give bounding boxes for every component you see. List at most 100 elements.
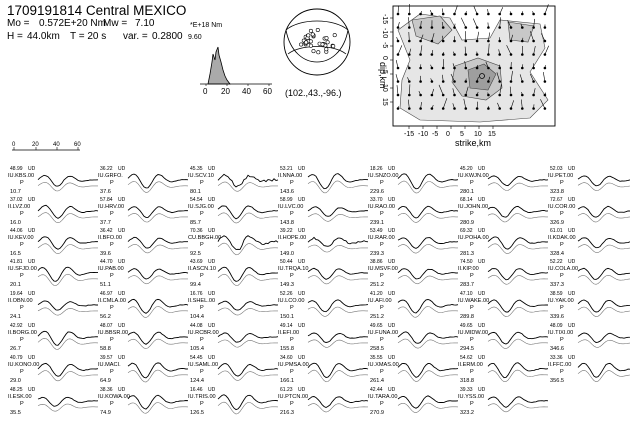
observed-trace — [397, 363, 459, 378]
observed-trace — [127, 362, 189, 379]
amplitude-label: 50.44 — [280, 259, 293, 265]
observed-trace — [127, 236, 188, 249]
synthetic-trace — [397, 338, 458, 349]
mo-value: 0.572E+20 Nm — [39, 18, 106, 29]
synthetic-trace — [127, 244, 188, 254]
observed-trace — [127, 394, 189, 410]
subfault-point — [464, 80, 468, 83]
station-name: IU.KWJN.00 — [458, 173, 489, 179]
azimuth-label: 104.4 — [190, 314, 204, 320]
phase-label: P — [110, 369, 114, 375]
phase-label: P — [290, 273, 294, 279]
component-label: UD — [208, 291, 216, 297]
phase-label: P — [20, 401, 24, 407]
phase-label: P — [470, 337, 474, 343]
phase-label: P — [380, 211, 384, 217]
amplitude-label: 37.02 — [10, 197, 23, 203]
phase-label: P — [110, 337, 114, 343]
synthetic-trace — [37, 243, 98, 255]
amplitude-label: 54.54 — [190, 197, 203, 203]
observed-trace — [307, 362, 369, 378]
synthetic-trace — [577, 244, 630, 253]
subfault-point — [419, 66, 422, 70]
synthetic-trace — [37, 307, 98, 316]
observed-trace — [307, 206, 369, 217]
subfault-point — [419, 12, 422, 16]
slip-ylabel: dip,km — [378, 62, 388, 89]
station-name: CU.BBGH.00 — [188, 235, 221, 241]
subfault-point — [498, 66, 502, 70]
azimuth-label: 149.0 — [280, 251, 294, 257]
synthetic-trace — [217, 181, 278, 192]
component-label: UD — [118, 387, 126, 393]
observed-trace — [217, 394, 279, 411]
station-name: IU.SJG.00 — [188, 204, 214, 210]
component-label: UD — [28, 355, 36, 361]
azimuth-label: 251.2 — [370, 282, 384, 288]
station-marker — [324, 36, 329, 41]
phase-label: P — [110, 180, 114, 186]
slip-vector — [544, 4, 549, 15]
observed-trace — [487, 299, 548, 313]
component-label: UD — [568, 197, 576, 203]
component-label: UD — [28, 387, 36, 393]
subfault-point — [396, 93, 400, 97]
subfault-point — [521, 93, 524, 97]
subfault-point — [408, 53, 411, 56]
amplitude-label: 38.36 — [100, 387, 113, 393]
synthetic-trace — [577, 274, 630, 285]
component-label: UD — [208, 259, 216, 265]
azimuth-label: 92.5 — [190, 251, 201, 257]
subfault-point — [543, 66, 547, 70]
component-label: UD — [28, 323, 36, 329]
component-label: UD — [478, 197, 486, 203]
azimuth-label: 270.9 — [370, 410, 384, 416]
azimuth-label: 356.5 — [550, 378, 564, 384]
subfault-point — [532, 80, 535, 83]
azimuth-label: 80.1 — [190, 189, 201, 195]
slip-vector — [488, 32, 490, 42]
phase-label: P — [380, 337, 384, 343]
azimuth-label: 229.6 — [370, 189, 384, 195]
phase-label: P — [380, 401, 384, 407]
azimuth-label: 10.7 — [10, 189, 21, 195]
subfault-point — [453, 66, 456, 70]
observed-trace — [577, 175, 630, 187]
subfault-point — [453, 107, 456, 110]
subfault-point — [475, 80, 479, 83]
observed-trace — [217, 300, 279, 311]
synthetic-trace — [307, 213, 368, 222]
subfault-point — [464, 93, 468, 97]
station-marker — [315, 27, 320, 32]
component-label: UD — [118, 323, 126, 329]
component-label: UD — [298, 291, 306, 297]
phase-label: P — [290, 211, 294, 217]
observed-trace — [307, 267, 369, 280]
amplitude-label: 42.92 — [10, 323, 23, 329]
stf-tick-label: 0 — [203, 87, 208, 96]
phase-label: P — [20, 211, 24, 217]
hypocenter-marker — [479, 73, 485, 79]
phase-label: P — [470, 401, 474, 407]
slip-vector — [460, 17, 467, 28]
observed-trace — [127, 268, 189, 280]
subfault-point — [509, 66, 513, 70]
azimuth-label: 346.6 — [550, 346, 564, 352]
subfault-point — [453, 53, 456, 56]
station-marker — [308, 43, 313, 48]
observed-trace — [217, 205, 279, 220]
amplitude-label: 44.08 — [190, 323, 203, 329]
station-marker — [308, 28, 313, 33]
synthetic-trace — [307, 369, 369, 383]
component-label: UD — [388, 166, 396, 172]
subfault-point — [453, 26, 456, 29]
